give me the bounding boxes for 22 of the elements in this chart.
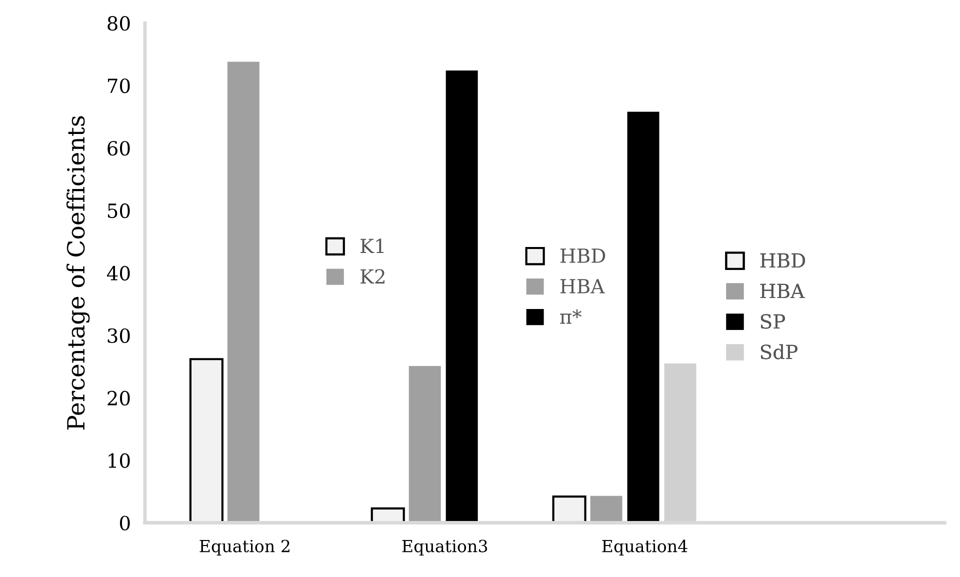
y-tick-label: 0: [120, 516, 130, 530]
y-tick-label: 10: [108, 453, 130, 468]
y-tick-label: 80: [108, 16, 130, 31]
legend-label: K2: [360, 269, 384, 284]
x-tick-label: Equation4: [602, 540, 688, 556]
legend-label: SP: [760, 314, 785, 329]
y-tick-label: 20: [108, 390, 130, 406]
legend-label: π*: [560, 309, 582, 324]
x-tick-label: Equation 2: [200, 540, 290, 556]
legend-label: SdP: [760, 344, 798, 360]
y-tick-label: 60: [108, 140, 130, 156]
legend-label: HBA: [560, 279, 605, 294]
x-tick-label: Equation3: [402, 540, 488, 556]
legend-label: HBD: [760, 253, 806, 268]
y-axis-title: Percentage of Coefficients: [66, 116, 90, 430]
legend-label: K1: [360, 238, 384, 254]
y-tick-label: 70: [108, 78, 130, 94]
y-tick-label: 40: [106, 266, 130, 281]
y-tick-label: 50: [108, 203, 130, 218]
y-tick-label: 30: [108, 328, 130, 344]
legend-label: HBD: [560, 248, 606, 263]
legend-label: HBA: [760, 284, 805, 298]
